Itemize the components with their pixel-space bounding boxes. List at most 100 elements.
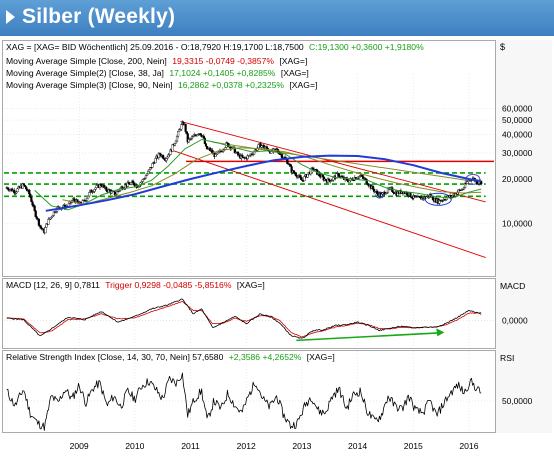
candle-body — [165, 158, 168, 161]
candle-body — [39, 226, 43, 229]
candle-body — [327, 178, 331, 181]
channel-lower-line — [173, 150, 486, 258]
year-tick-label: 2014 — [348, 441, 367, 451]
title-bar: Silber (Weekly) — [0, 0, 554, 36]
candle-body — [129, 182, 133, 185]
legend-xag-prefix: XAG = [XAG= BID Wöchentlich] 25.09.2016 … — [6, 42, 304, 52]
candle-body — [332, 177, 335, 181]
candle-body — [406, 192, 409, 196]
candle-body — [380, 193, 383, 197]
legend-ma90-suffix: [XAG=] — [289, 80, 317, 90]
candle-body — [133, 182, 136, 186]
candle-body — [166, 156, 169, 159]
candle-body — [409, 192, 412, 198]
candle-body — [265, 146, 269, 149]
candle-body — [29, 193, 32, 198]
candle-body — [280, 154, 284, 159]
year-tick-label: 2012 — [237, 441, 256, 451]
legend-rsi-values: +2,3586 +4,2652% — [229, 352, 302, 362]
year-tick-label: 2015 — [404, 441, 423, 451]
ma38-line — [34, 139, 482, 211]
candle-body — [162, 155, 165, 159]
candle-body — [105, 187, 108, 191]
candle-body — [174, 140, 178, 144]
legend-macd-prefix: MACD [12, 26, 9] 0,7811 — [6, 280, 100, 290]
candle-body — [294, 173, 298, 176]
candle-body — [184, 124, 187, 132]
candle-body — [99, 184, 103, 186]
candle-body — [180, 124, 183, 130]
candle-body — [16, 188, 19, 193]
price-tick-label: 10,0000 — [502, 219, 533, 229]
macd-axis-label: MACD — [500, 281, 525, 291]
candle-body — [431, 196, 435, 201]
channel-upper-line — [180, 120, 486, 203]
rsi-tick-label: 50,0000 — [502, 396, 533, 406]
price-tick-label: 60,0000 — [502, 103, 533, 113]
candle-body — [303, 176, 306, 182]
candle-body — [95, 185, 98, 189]
legend-line-macd: MACD [12, 26, 9] 0,7811 Trigger 0,9298 -… — [6, 280, 265, 290]
candle-body — [13, 190, 16, 194]
candle-body — [151, 163, 154, 168]
legend-ma200-values: 19,3315 -0,0749 -0,3857% — [172, 56, 274, 66]
chart-title: Silber (Weekly) — [22, 5, 176, 28]
candle-body — [286, 159, 289, 164]
candle-body — [22, 183, 26, 186]
candle-body — [348, 180, 351, 183]
candle-body — [199, 133, 202, 136]
macd-line — [6, 298, 482, 339]
candle-body — [185, 131, 188, 134]
chart-svg: 60,0000 50,0000 40,0000 30,0000 20,0000 10,00… — [2, 40, 552, 451]
rsi-panel — [2, 350, 496, 433]
currency-label: $ — [500, 42, 505, 52]
candle-body — [144, 175, 148, 179]
candle-body — [24, 186, 28, 190]
legend-ma38-prefix: Moving Average Simple(2) [Close, 38, Ja] — [6, 68, 164, 78]
candle-body — [292, 170, 295, 174]
ma90-line — [62, 147, 482, 205]
legend-line-rsi: Relative Strength Index [Close, 14, 30, … — [6, 352, 335, 362]
candle-body — [371, 185, 375, 190]
legend-rsi-suffix: [XAG=] — [307, 352, 335, 362]
rsi-line — [6, 372, 482, 431]
candle-body — [85, 197, 89, 201]
candle-body — [33, 205, 36, 211]
ma200-line — [45, 154, 482, 212]
legend-line-ma90: Moving Average Simple(3) [Close, 90, Nei… — [6, 80, 317, 90]
year-tick-label: 2011 — [181, 441, 200, 451]
legend-xag-change: C:19,1300 +0,3600 +1,9180% — [309, 42, 424, 52]
candle-body — [300, 177, 303, 181]
legend-rsi-prefix: Relative Strength Index [Close, 14, 30, … — [6, 352, 224, 362]
candle-body — [173, 143, 177, 146]
candle-body — [187, 139, 190, 143]
candle-body — [337, 172, 340, 177]
candle-body — [257, 144, 260, 149]
legend-ma90-values: 16,2862 +0,0378 +0,2325% — [178, 80, 284, 90]
candle-body — [224, 147, 227, 150]
year-tick-label: 2016 — [459, 441, 478, 451]
candle-body — [241, 155, 244, 158]
candle-body — [37, 218, 41, 226]
candle-body — [366, 183, 369, 185]
price-tick-label: 50,0000 — [502, 115, 533, 125]
candle-body — [73, 198, 76, 201]
candle-body — [154, 158, 157, 164]
candle-body — [67, 203, 70, 207]
candle-body — [140, 181, 143, 184]
candle-body — [376, 191, 379, 194]
title-arrow-icon — [6, 10, 15, 24]
candle-body — [93, 189, 96, 192]
candle-body — [145, 173, 149, 176]
year-tick-label: 2009 — [70, 441, 89, 451]
legend-ma200-suffix: [XAG=] — [279, 56, 307, 66]
candle-body — [87, 195, 90, 199]
axis-strip — [496, 40, 552, 433]
legend-line-ma38: Moving Average Simple(2) [Close, 38, Ja]… — [6, 68, 309, 78]
candle-body — [44, 227, 47, 234]
year-tick-label: 2013 — [292, 441, 311, 451]
macd-trend-arrow — [296, 332, 439, 342]
year-tick-label: 2010 — [125, 441, 144, 451]
candle-body — [94, 187, 97, 190]
